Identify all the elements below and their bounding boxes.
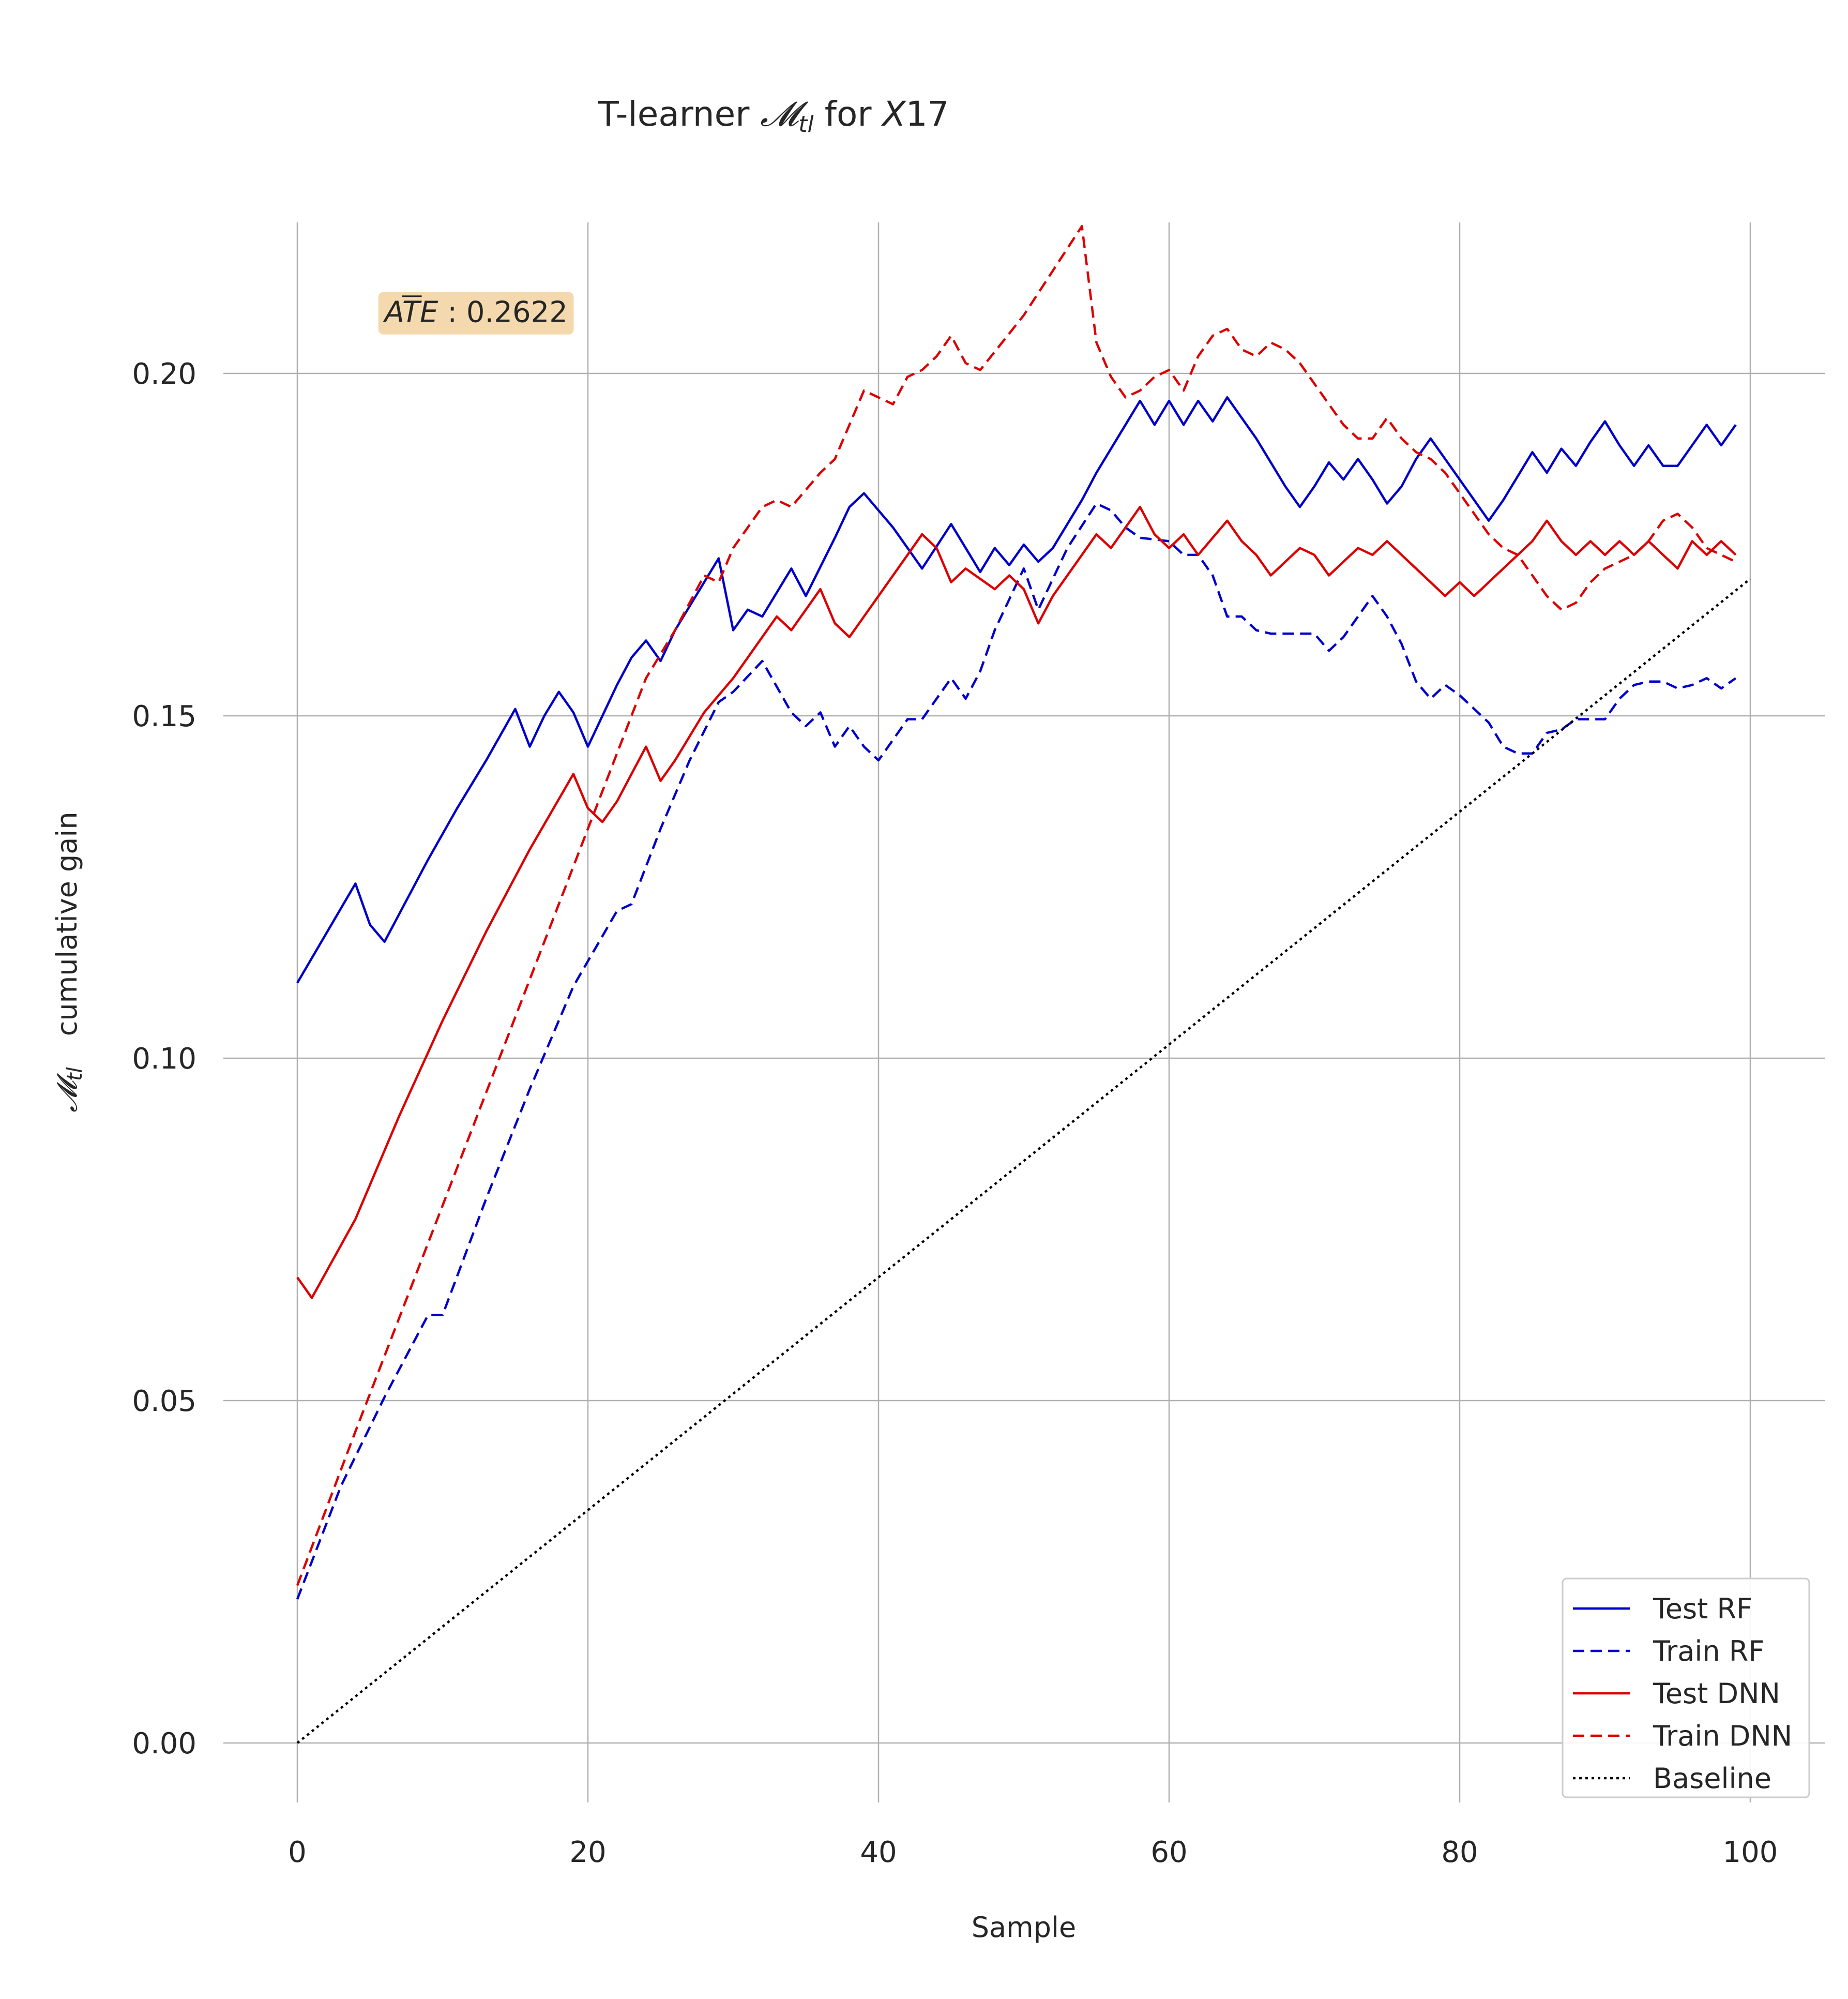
- ate-annotation-text: ATE : 0.2622: [383, 296, 568, 329]
- x-tick-label: 20: [569, 1836, 606, 1869]
- legend-label: Test DNN: [1653, 1677, 1780, 1710]
- y-tick-label: 0.00: [132, 1727, 196, 1761]
- y-axis-label-sub: tl: [63, 1067, 87, 1081]
- grid: [223, 222, 1825, 1802]
- legend-label: Test RF: [1653, 1592, 1752, 1625]
- legend-label: Baseline: [1653, 1762, 1771, 1795]
- series-line-test-rf: [296, 396, 1737, 984]
- title-part-a: T-learner: [597, 94, 760, 134]
- legend-frame: [1562, 1577, 1810, 1798]
- legend: Test RF Train RF Test DNN Train DNN Baseline: [1562, 1577, 1810, 1798]
- y-tick-label: 0.05: [132, 1385, 196, 1418]
- chart-title: T-learner 𝓜tl for X17: [597, 94, 949, 138]
- x-tick-label: 60: [1150, 1836, 1187, 1869]
- ate-value: :: [438, 296, 466, 329]
- ate-annotation: ATE : 0.2622: [378, 292, 574, 335]
- series-line-train-rf: [296, 502, 1737, 1600]
- legend-label: Train DNN: [1653, 1720, 1792, 1752]
- ate-symbol-e: E: [420, 296, 438, 329]
- x-axis-label: Sample: [972, 1911, 1076, 1944]
- tick-labels: 0 20 40 60 80 100 0.00 0.05 0.10 0.15 0.20: [132, 357, 1778, 1869]
- series-line-train-dnn: [296, 225, 1736, 1586]
- series-line-baseline: [296, 578, 1751, 1744]
- title-part-b: for: [814, 94, 883, 134]
- title-part-c: 17: [906, 94, 949, 134]
- title-part-sub: tl: [798, 111, 814, 138]
- y-tick-label: 0.10: [132, 1042, 196, 1076]
- y-axis-label: 𝓜tlcumulative gain: [51, 811, 87, 1112]
- y-tick-label: 0.15: [132, 700, 196, 733]
- ate-number: 0.2622: [466, 296, 568, 329]
- x-tick-label: 80: [1441, 1836, 1478, 1869]
- y-axis-label-rest: cumulative gain: [51, 811, 83, 1036]
- x-tick-label: 100: [1723, 1836, 1778, 1869]
- ate-annotation-box: [378, 292, 574, 335]
- x-tick-label: 40: [860, 1836, 897, 1869]
- y-tick-label: 0.20: [132, 357, 196, 391]
- x-tick-label: 0: [288, 1836, 307, 1869]
- title-part-x: X: [881, 94, 906, 134]
- series-layer: [296, 225, 1751, 1744]
- legend-label: Train RF: [1653, 1635, 1764, 1667]
- ate-symbol: AT: [383, 296, 422, 329]
- series-line-test-dnn: [296, 505, 1737, 1299]
